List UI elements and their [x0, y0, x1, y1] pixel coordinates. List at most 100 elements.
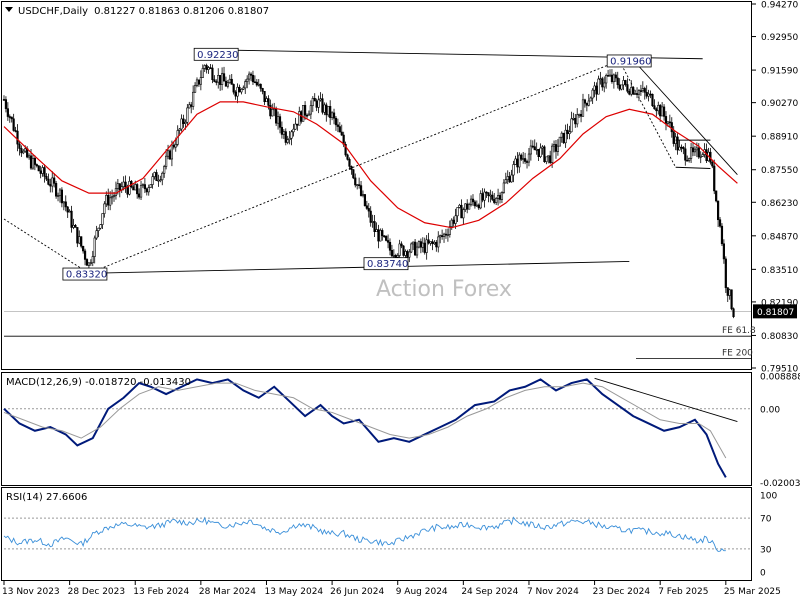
candle-body — [27, 155, 31, 158]
candle-body — [680, 146, 683, 149]
candle-body — [460, 204, 463, 219]
candle-body — [114, 188, 118, 196]
moving-average-line — [3, 101, 738, 229]
candle-body — [423, 242, 426, 253]
candle-body — [251, 74, 255, 83]
candle-body — [672, 131, 675, 144]
candle-body — [645, 91, 648, 97]
candle-body — [184, 121, 187, 124]
candle-body — [489, 194, 492, 197]
time-tick-label: 13 Feb 2024 — [133, 587, 189, 597]
collapse-arrow-icon[interactable] — [5, 7, 13, 12]
candle-body — [85, 259, 89, 266]
rsi-title: RSI(14) 27.6606 — [6, 492, 87, 503]
time-tick-label: 24 Sep 2024 — [461, 587, 518, 597]
candle-body — [282, 131, 285, 135]
candle-body — [618, 84, 621, 90]
candle-body — [446, 234, 450, 236]
candle-body — [238, 86, 241, 93]
dashed-trendline — [88, 60, 618, 274]
candle-body — [290, 131, 293, 139]
candle-body — [151, 176, 154, 185]
candle-body — [576, 114, 579, 125]
candle-body — [547, 155, 550, 158]
candle-body — [558, 136, 561, 147]
candle-body — [16, 130, 19, 145]
candle-body — [89, 262, 92, 265]
candle-body — [612, 74, 615, 83]
candle-body — [419, 241, 422, 248]
candle-body — [504, 179, 507, 184]
candle-body — [491, 194, 494, 200]
candle-body — [336, 124, 339, 127]
candle-body — [315, 100, 318, 108]
candle-body — [396, 255, 399, 258]
candle-body — [265, 98, 268, 103]
candle-body — [369, 210, 372, 223]
candle-body — [255, 81, 258, 86]
candle-body — [82, 245, 85, 252]
candle-body — [718, 219, 722, 227]
candle-body — [720, 225, 724, 245]
candle-body — [392, 254, 395, 257]
rsi-tick-label: 30 — [760, 545, 772, 555]
candle-body — [161, 172, 164, 181]
price-tick-label: 0.94270 — [761, 1, 798, 11]
candle-body — [695, 147, 698, 151]
candle-body — [525, 161, 529, 163]
candle-body — [417, 241, 421, 248]
candle-body — [506, 176, 509, 180]
candle-body — [236, 86, 239, 97]
candle-body — [606, 75, 610, 77]
price-tick-label: 0.83510 — [761, 266, 798, 276]
candle-body — [195, 79, 199, 86]
candle-body — [51, 177, 54, 187]
candle-body — [562, 132, 565, 144]
candle-body — [267, 98, 270, 106]
candle-body — [390, 249, 394, 257]
time-tick-label: 13 May 2024 — [264, 587, 323, 597]
candle-body — [452, 219, 455, 224]
candle-body — [676, 136, 679, 151]
price-tick-label: 0.86230 — [761, 199, 798, 209]
candle-body — [275, 108, 278, 124]
candle-body — [234, 91, 237, 97]
candle-body — [386, 240, 390, 243]
trendline — [632, 59, 738, 175]
candle-body — [458, 204, 461, 208]
candle-body — [99, 224, 102, 229]
candle-body — [78, 236, 81, 244]
candle-body — [296, 123, 299, 126]
candle-body — [168, 150, 172, 160]
candle-body — [226, 82, 229, 87]
candle-body — [348, 159, 351, 167]
candle-body — [186, 107, 189, 123]
candle-body — [616, 77, 619, 86]
candle-body — [589, 97, 592, 102]
candle-body — [622, 80, 625, 86]
candle-body — [383, 235, 386, 238]
candle-body — [334, 117, 338, 126]
candle-body — [682, 147, 685, 150]
candle-body — [479, 193, 482, 209]
rsi-tick-label: 70 — [760, 515, 772, 525]
candle-body — [309, 105, 312, 115]
candle-body — [375, 229, 378, 232]
candle-body — [659, 105, 662, 117]
dashed-trendline — [621, 64, 677, 168]
candle-body — [41, 167, 44, 174]
current-price-label: 0.81807 — [757, 308, 794, 318]
macd-trendline — [594, 377, 738, 423]
candle-body — [554, 144, 558, 152]
candle-body — [713, 165, 716, 192]
candle-body — [70, 210, 73, 228]
candle-body — [83, 250, 87, 260]
candle-body — [653, 105, 656, 110]
candle-body — [614, 74, 617, 79]
candle-body — [284, 131, 287, 143]
price-tick-label: 0.87550 — [761, 166, 798, 176]
candle-body — [599, 78, 602, 80]
rsi-line — [3, 516, 726, 552]
price-panel-title: USDCHF,Daily 0.81227 0.81863 0.81206 0.81… — [18, 6, 269, 17]
candle-body — [564, 129, 567, 144]
